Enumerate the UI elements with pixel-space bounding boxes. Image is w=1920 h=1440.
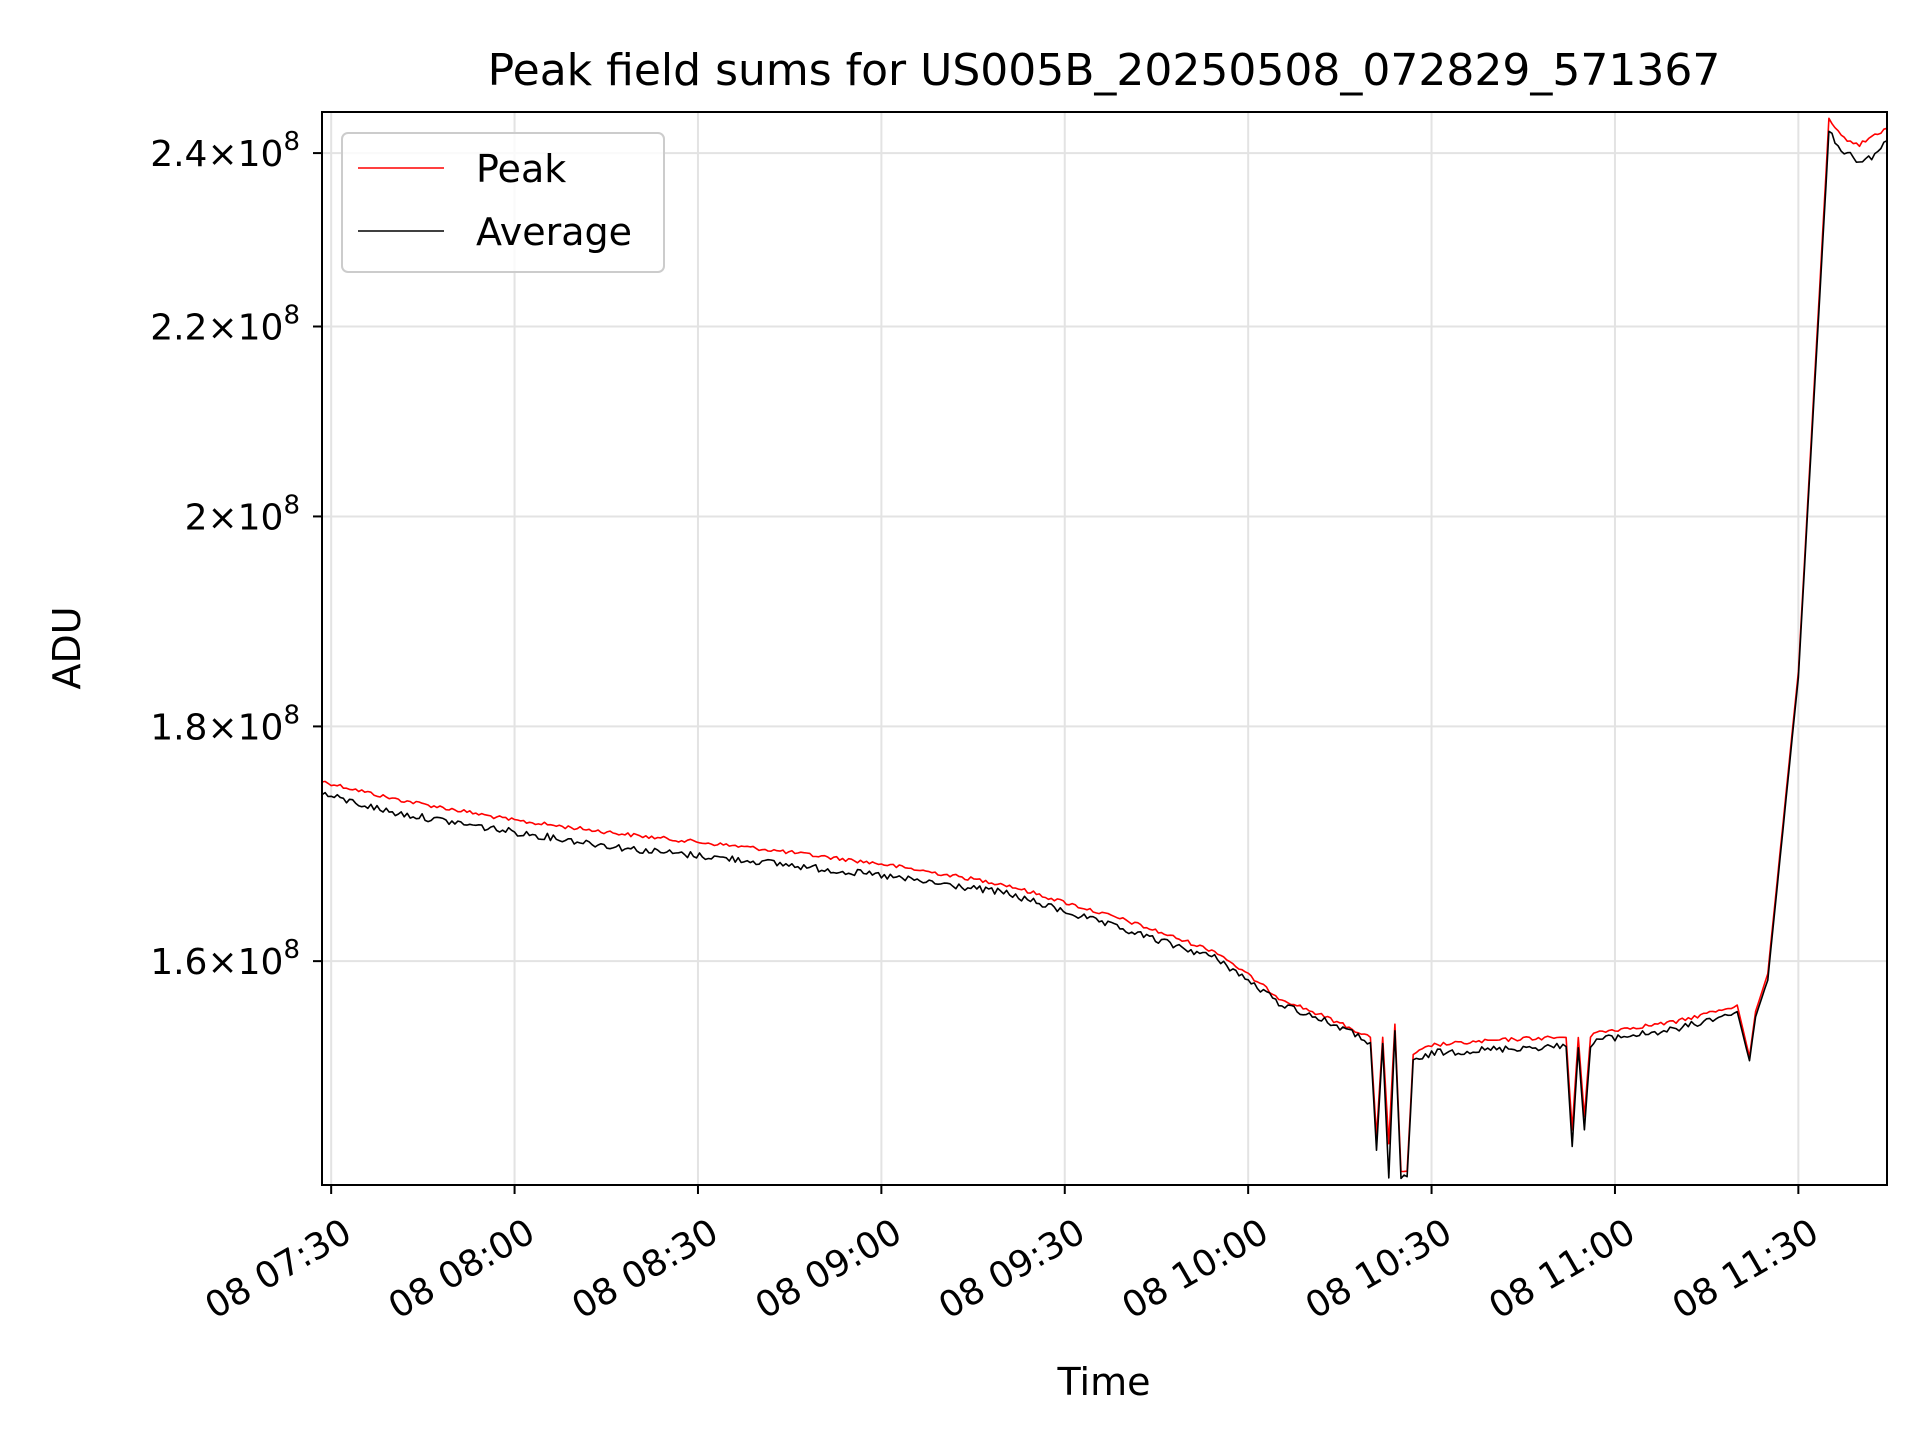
legend-label-peak: Peak [476, 147, 566, 191]
y-tick-exponent: 8 [283, 127, 300, 157]
y-tick-times-sign: × [207, 707, 237, 748]
grid-lines [322, 112, 1887, 1185]
series-line-peak [321, 117, 1888, 1173]
y-tick-label: 2×108 [185, 490, 300, 538]
y-tick-base: 10 [238, 134, 284, 175]
y-tick-label: 2.4×108 [150, 127, 300, 175]
y-tick-label: 1.8×108 [150, 700, 300, 748]
y-tick-mantissa: 2.2 [150, 307, 207, 348]
y-tick-label: 2.2×108 [150, 300, 300, 348]
series-line-average [321, 130, 1888, 1180]
y-tick-exponent: 8 [283, 490, 300, 520]
y-tick-exponent: 8 [283, 935, 300, 965]
y-tick-mantissa: 1.6 [150, 942, 207, 983]
y-tick-mantissa: 1.8 [150, 707, 207, 748]
y-tick-exponent: 8 [283, 300, 300, 330]
chart-title: Peak field sums for US005B_20250508_0728… [488, 45, 1721, 96]
legend-label-average: Average [476, 210, 632, 254]
y-tick-times-sign: × [207, 134, 237, 175]
y-tick-base: 10 [238, 307, 284, 348]
y-tick-label: 1.6×108 [150, 935, 300, 983]
y-tick-mantissa: 2 [185, 497, 208, 538]
series-lines [321, 117, 1888, 1180]
y-tick-mantissa: 2.4 [150, 134, 207, 175]
y-tick-base: 10 [238, 707, 284, 748]
x-axis-label: Time [1057, 1360, 1151, 1404]
plot-frame [321, 111, 1888, 1186]
y-tick-base: 10 [238, 942, 284, 983]
y-tick-base: 10 [238, 497, 284, 538]
y-tick-times-sign: × [207, 497, 237, 538]
y-tick-times-sign: × [207, 307, 237, 348]
y-tick-exponent: 8 [283, 700, 300, 730]
legend: Peak Average [341, 132, 665, 273]
y-axis-label: ADU [45, 606, 89, 689]
y-tick-times-sign: × [207, 942, 237, 983]
